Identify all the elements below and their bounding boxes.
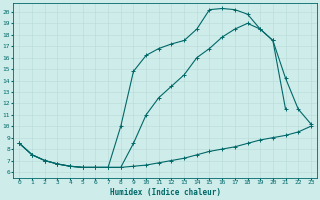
X-axis label: Humidex (Indice chaleur): Humidex (Indice chaleur) [110,188,220,197]
